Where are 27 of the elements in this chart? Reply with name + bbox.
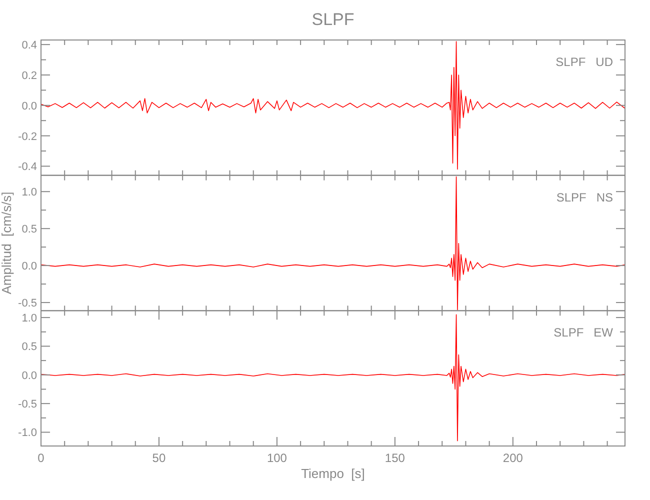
y-tick-label: 0.0: [22, 370, 37, 382]
line-series: [41, 41, 625, 170]
x-axis-title: Tiempo [s]: [301, 466, 365, 481]
annotation: SLPF EW: [554, 326, 614, 340]
line-series: [41, 314, 625, 442]
y-axis-title: Amplitud [cm/s/s]: [0, 192, 14, 294]
y-tick-label: 0.5: [22, 341, 37, 354]
x-tick-label: 200: [502, 451, 524, 465]
y-tick-label: 1.0: [22, 186, 37, 199]
y-tick-label: -0.5: [18, 398, 37, 411]
y-tick-label: -1.0: [18, 427, 37, 440]
y-tick-label: 1.0: [22, 312, 37, 325]
x-tick-label: 100: [266, 451, 288, 465]
annotation: SLPF NS: [556, 190, 613, 204]
annotation: SLPF UD: [556, 55, 614, 69]
x-tick-label: 50: [152, 451, 166, 465]
chart-title: SLPF: [312, 10, 354, 29]
y-tick-label: 0.5: [22, 224, 37, 236]
y-tick-label: 0.4: [22, 40, 37, 52]
y-tick-label: -0.2: [18, 130, 37, 143]
x-tick-label: 150: [384, 451, 406, 465]
y-tick-label: -0.5: [18, 298, 37, 310]
y-tick-label: 0.0: [22, 100, 37, 112]
y-tick-label: 0.0: [22, 260, 37, 273]
x-tick-label: 0: [38, 451, 45, 465]
y-tick-label: 0.2: [22, 70, 37, 82]
y-tick-label: -0.4: [18, 161, 37, 174]
